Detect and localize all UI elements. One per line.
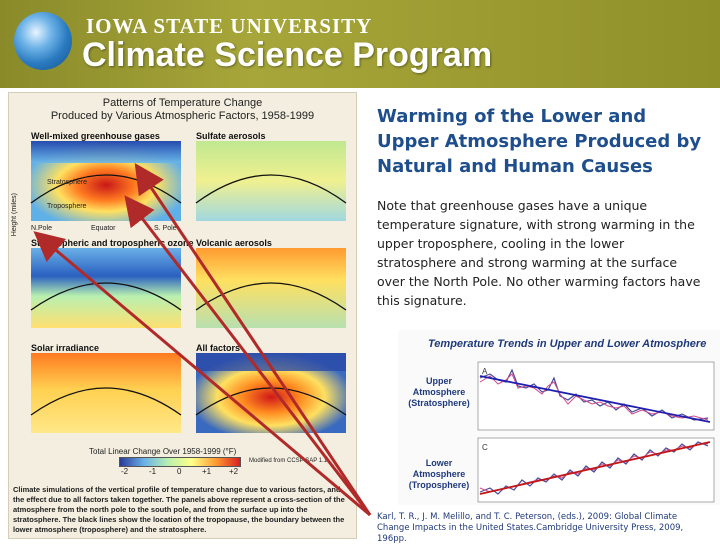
panel-label-solar: Solar irradiance xyxy=(31,343,100,353)
globe-logo-icon xyxy=(14,12,72,70)
colorbar-tick: -2 xyxy=(121,467,129,476)
temperature-trend-figure: Temperature Trends in Upper and Lower At… xyxy=(398,330,720,505)
slide-note: Note that greenhouse gases have a unique… xyxy=(377,198,701,308)
x-tick-npole: N.Pole xyxy=(31,225,53,232)
colorbar-tick: +1 xyxy=(202,467,212,476)
colorbar xyxy=(119,457,241,467)
troposphere-label: Troposphere xyxy=(47,203,87,210)
modified-note: Modified from CCSP SAP 1.1 xyxy=(249,458,328,464)
stratosphere-label: Stratosphere xyxy=(47,179,88,186)
citation: Karl, T. R., J. M. Melillo, and T. C. Pe… xyxy=(377,512,684,544)
svg-text:A: A xyxy=(482,367,488,376)
figure-title: Patterns of Temperature Change xyxy=(102,97,263,109)
panel-label-volcanic: Volcanic aerosols xyxy=(196,238,272,248)
colorbar-label: Total Linear Change Over 1958-1999 (°F) xyxy=(89,447,237,456)
panel-label-greenhouse: Well-mixed greenhouse gases xyxy=(31,131,160,141)
x-tick-spole: S. Pole xyxy=(154,225,177,232)
slide-title: Warming of the Lower and Upper Atmospher… xyxy=(377,106,702,177)
colorbar-tick: -1 xyxy=(149,467,157,476)
figure-subtitle: Produced by Various Atmospheric Factors,… xyxy=(50,110,315,122)
panel-label-sulfate: Sulfate aerosols xyxy=(196,131,266,141)
panel-label-all: All factors xyxy=(196,343,241,353)
colorbar-tick: +2 xyxy=(229,467,239,476)
y-axis-label: Height (miles) xyxy=(11,193,18,237)
university-name: IOWA STATE UNIVERSITY xyxy=(86,14,373,38)
figure-caption: Climate simulations of the vertical prof… xyxy=(13,485,345,534)
trend-plots: A C xyxy=(477,361,715,503)
program-name: Climate Science Program xyxy=(82,36,493,74)
svg-text:C: C xyxy=(482,443,488,452)
upper-atmosphere-label: Upper Atmosphere (Stratosphere) xyxy=(408,376,470,408)
lower-atmosphere-label: Lower Atmosphere (Troposphere) xyxy=(408,458,470,490)
figure-panels xyxy=(30,141,347,433)
x-tick-equator: Equator xyxy=(91,225,116,232)
temperature-pattern-figure: Patterns of Temperature Change Produced … xyxy=(8,92,357,539)
trend-title: Temperature Trends in Upper and Lower At… xyxy=(428,338,707,350)
colorbar-tick: 0 xyxy=(177,467,182,476)
header-banner: IOWA STATE UNIVERSITY Climate Science Pr… xyxy=(0,0,720,88)
panel-label-ozone: Stratospheric and tropospheric ozone xyxy=(31,238,194,248)
